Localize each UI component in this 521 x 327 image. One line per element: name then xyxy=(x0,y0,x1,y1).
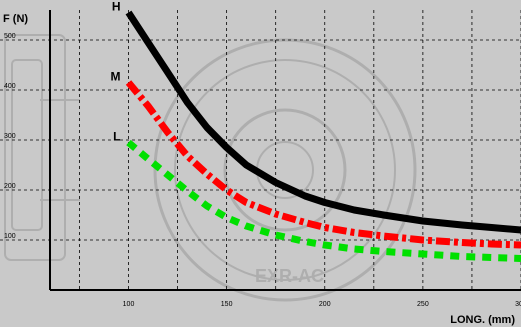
watermark-text: EXR-AC xyxy=(255,266,324,286)
series-line-l xyxy=(126,139,521,262)
series-label-h: H xyxy=(112,0,121,14)
x-tick-label: 200 xyxy=(319,301,331,308)
series-label-l: L xyxy=(113,130,120,144)
labels: 100 200 300 400 500 100 150 200 250 300 F (N) LONG.… xyxy=(3,0,521,326)
x-tick-label: 100 xyxy=(123,301,135,308)
series-line-m xyxy=(125,80,521,249)
x-axis-label: LONG. (mm) xyxy=(450,314,515,326)
x-tick-label: 250 xyxy=(417,301,429,308)
series-line-h xyxy=(125,10,521,234)
grid xyxy=(0,10,521,290)
watermark: EXR-AC xyxy=(4,34,417,302)
y-axis-label: F (N) xyxy=(3,13,28,25)
y-tick-label: 100 xyxy=(4,233,16,240)
series xyxy=(125,10,521,262)
series-label-m: M xyxy=(111,70,121,84)
x-tick-label: 150 xyxy=(221,301,233,308)
axes xyxy=(49,10,521,291)
y-tick-label: 300 xyxy=(4,133,16,140)
x-tick-label: 300 xyxy=(515,301,521,308)
y-tick-label: 200 xyxy=(4,183,16,190)
y-tick-label: 400 xyxy=(4,83,16,90)
y-tick-label: 500 xyxy=(4,33,16,40)
